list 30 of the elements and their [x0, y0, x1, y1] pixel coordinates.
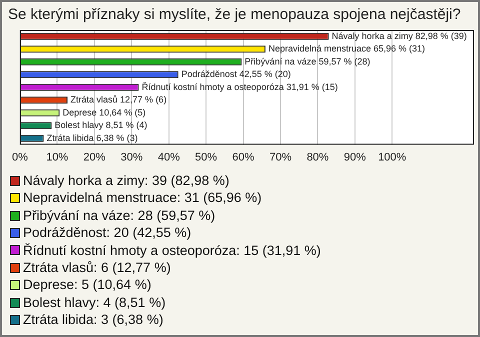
- text: Ztráta vlasů: 6 (12,77 %): [23, 259, 171, 276]
- text: Podrážděnost: 20 (42,55 %): [23, 224, 192, 242]
- x-tick-label: 60%: [232, 151, 254, 164]
- text: Návaly horka a zimy: 39 (82,98 %): [23, 172, 230, 190]
- x-tick-label: 100%: [378, 151, 406, 164]
- category-label: Bolest hlavy 8,51 % (4): [54, 120, 148, 130]
- category-label: Ztráta libida 6,38 % (3): [46, 132, 138, 143]
- category-label: Návaly horka a zimy 82,98 % (39): [332, 30, 467, 41]
- x-tick-label: 90%: [344, 151, 366, 164]
- x-tick-label: 70%: [269, 151, 292, 164]
- text: Ztráta libida: 3 (6,38 %): [23, 311, 164, 329]
- chart-title: Se kterými příznaky si myslíte, že je menopauza spojena nejčastěji?: [8, 6, 461, 23]
- x-tick-label: 50%: [195, 151, 218, 164]
- category-label: Nepravidelná menstruace 65,96 % (31): [268, 44, 426, 54]
- x-tick-label: 40%: [158, 151, 180, 164]
- text: Nepravidelná menstruace: 31 (65,96 %): [23, 189, 262, 207]
- category-label: Deprese 10,64 % (5): [62, 107, 146, 118]
- category-label: Ztráta vlasů 12,77 % (6): [70, 94, 167, 105]
- x-tick-label: 80%: [306, 151, 329, 164]
- x-tick-label: 30%: [120, 151, 143, 164]
- text: Deprese: 5 (10,64 %): [23, 276, 152, 294]
- text: Řídnutí kostní hmoty a osteoporóza: 15 (31,91 %): [23, 242, 321, 260]
- category-label: Přibývání na váze 59,57 % (28): [244, 56, 370, 66]
- x-tick-label: 0%: [12, 151, 28, 164]
- category-label: Podrážděnost 42,55 % (20): [181, 69, 291, 80]
- text: Bolest hlavy: 4 (8,51 %): [23, 294, 166, 312]
- x-tick-label: 20%: [83, 151, 106, 164]
- text: Přibývání na váze: 28 (59,57 %): [23, 206, 216, 224]
- category-label: Řídnutí kostní hmoty a osteoporóza 31,91 % (15): [142, 82, 338, 92]
- x-tick-label: 10%: [46, 151, 68, 164]
